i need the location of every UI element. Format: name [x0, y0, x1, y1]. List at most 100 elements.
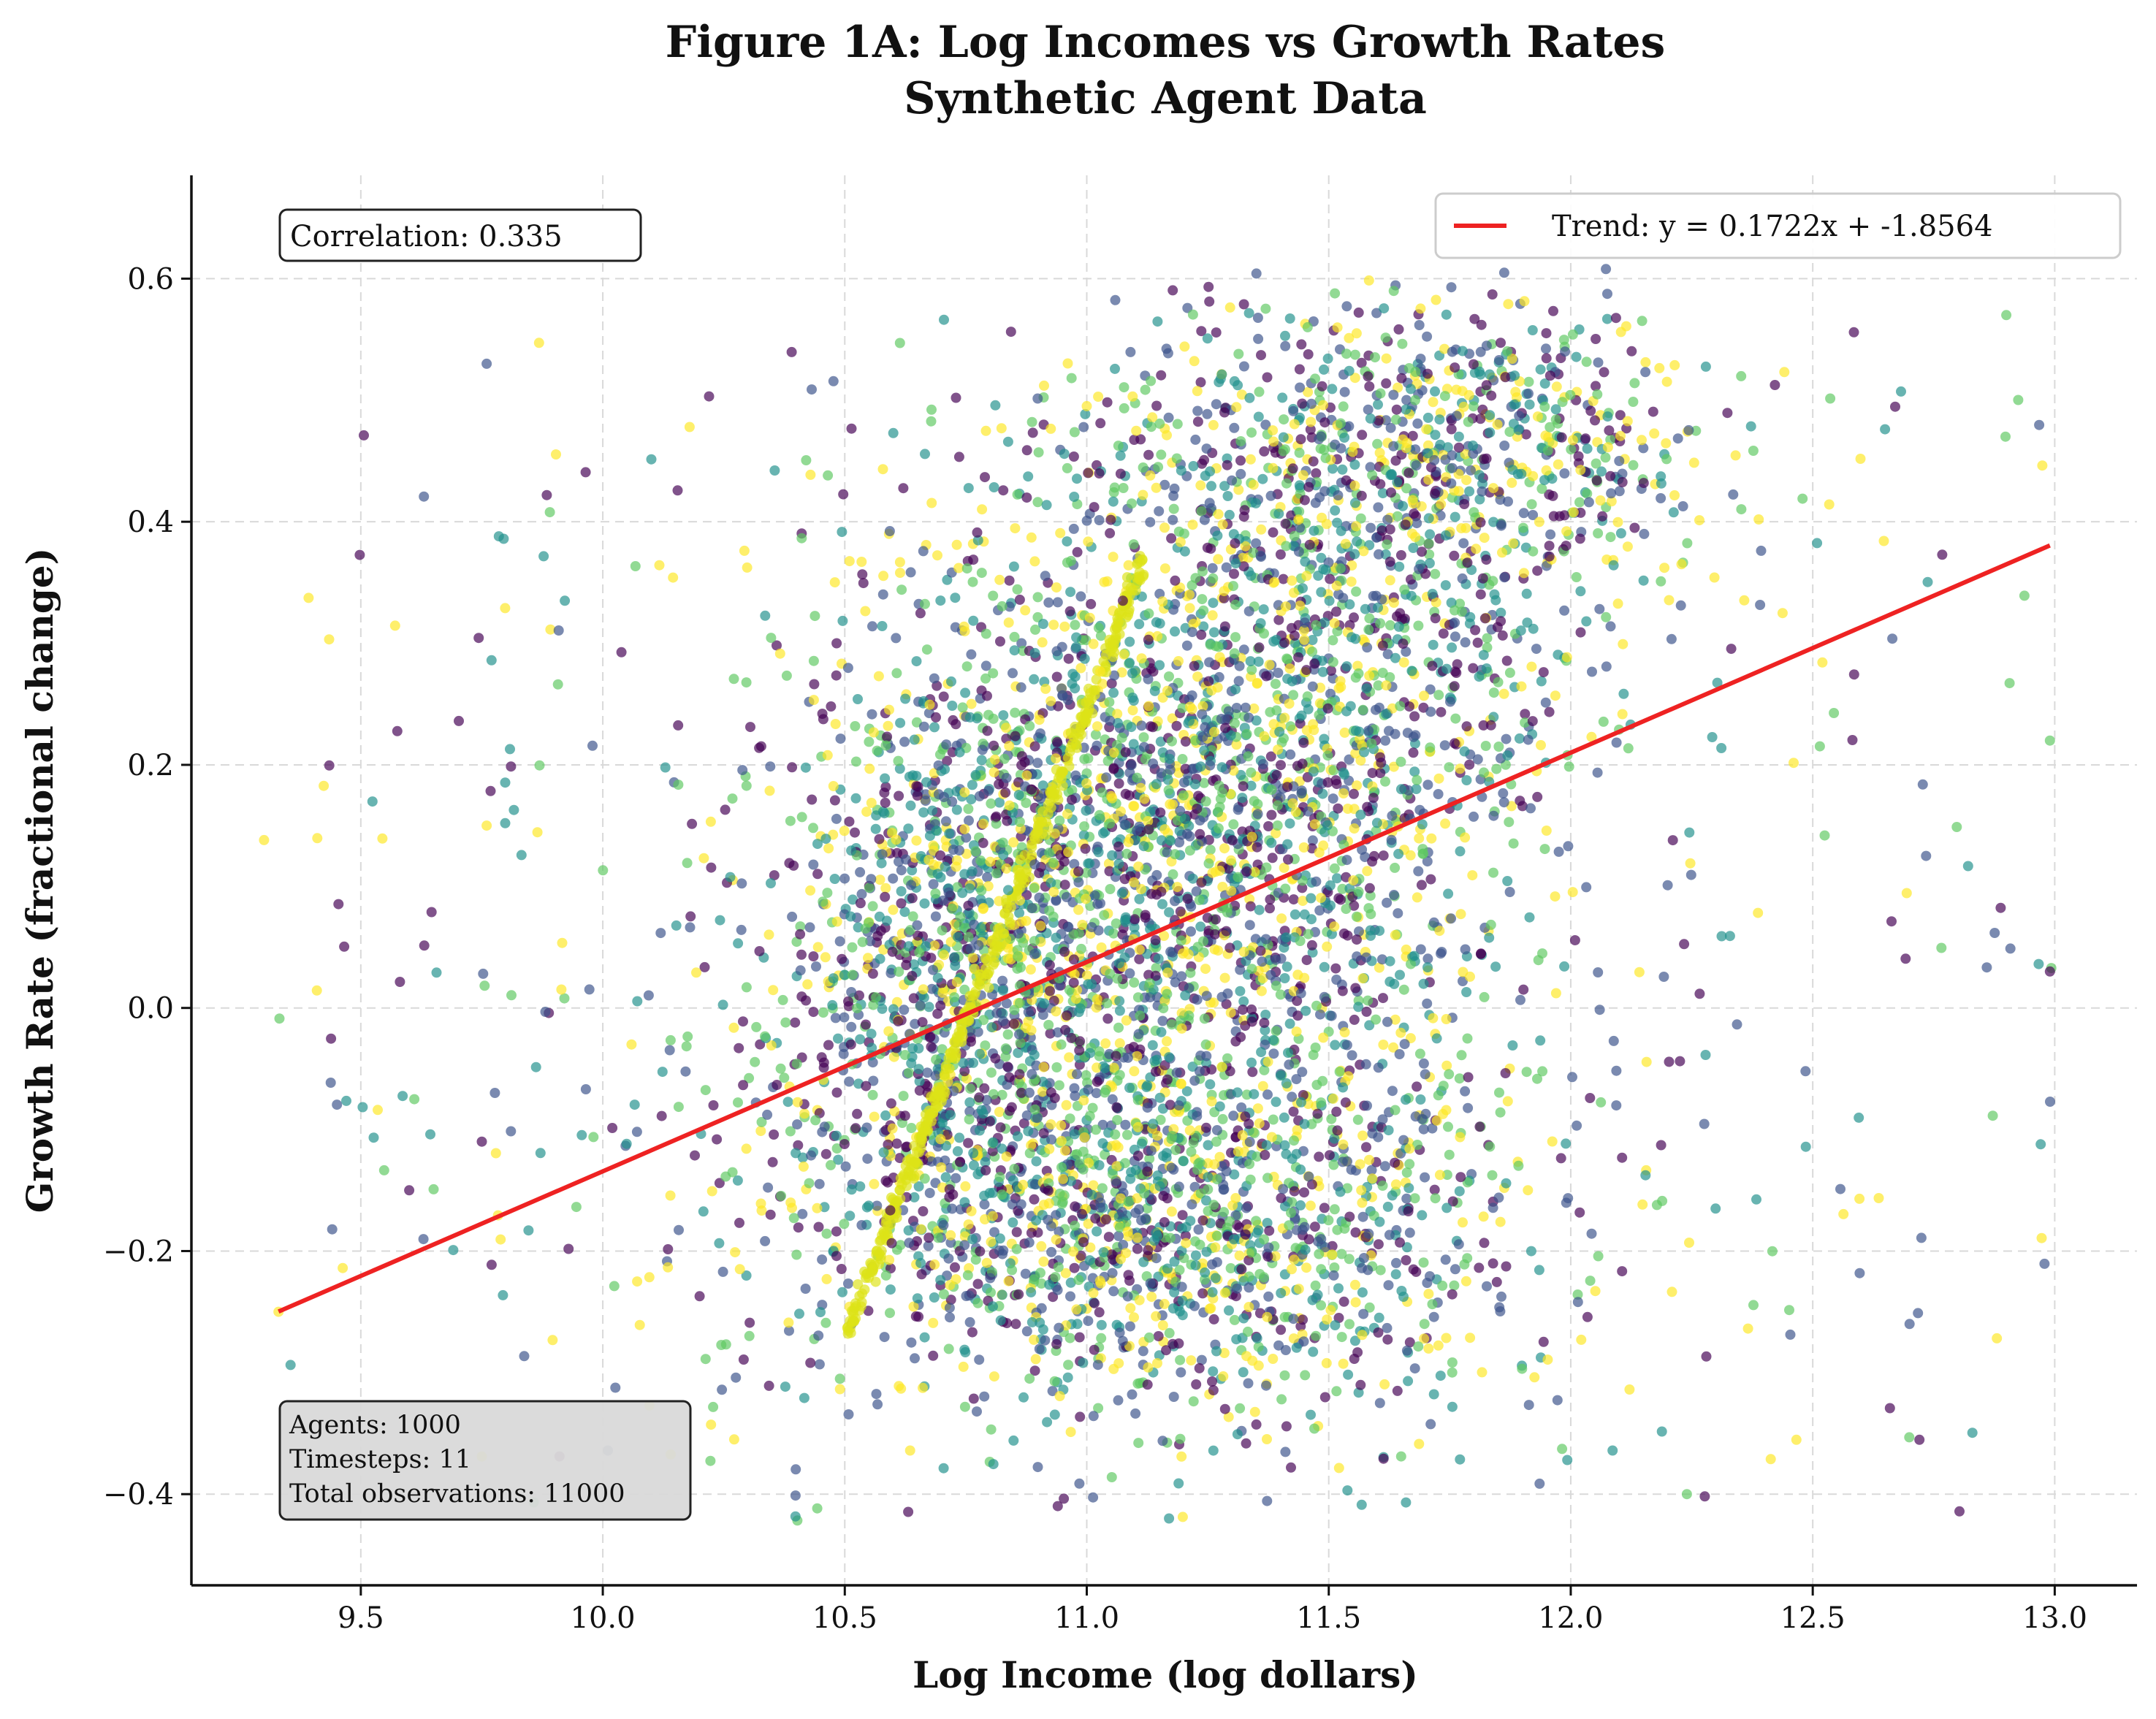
scatter-point	[1268, 527, 1279, 538]
scatter-point	[821, 1228, 832, 1239]
scatter-point	[1367, 470, 1378, 481]
scatter-point	[763, 929, 774, 940]
scatter-point	[831, 1226, 842, 1237]
scatter-point	[976, 568, 987, 579]
scatter-point	[1341, 1040, 1352, 1051]
scatter-point	[1350, 1227, 1361, 1238]
scatter-point	[1126, 722, 1137, 733]
scatter-point	[1249, 1089, 1260, 1099]
scatter-point	[1310, 1280, 1321, 1291]
scatter-point	[1172, 882, 1183, 893]
scatter-point	[1350, 748, 1361, 759]
scatter-point	[1128, 1042, 1139, 1053]
scatter-point	[1191, 886, 1202, 897]
scatter-point	[792, 1097, 803, 1108]
scatter-point	[1189, 356, 1200, 367]
scatter-point	[1414, 564, 1425, 574]
scatter-point	[1096, 1333, 1107, 1343]
scatter-point	[1382, 514, 1393, 525]
scatter-point	[1227, 475, 1238, 486]
scatter-point	[1010, 523, 1021, 534]
scatter-point	[1361, 1142, 1371, 1153]
scatter-point	[1056, 683, 1067, 694]
scatter-point	[1295, 988, 1306, 999]
scatter-point	[1113, 1230, 1124, 1241]
scatter-point	[1440, 818, 1451, 829]
scatter-point	[1184, 715, 1195, 726]
scatter-point	[1237, 793, 1248, 804]
scatter-point	[1319, 733, 1330, 744]
scatter-point	[976, 755, 987, 766]
scatter-point	[1295, 936, 1306, 946]
scatter-point	[1033, 447, 1044, 458]
scatter-point	[1682, 538, 1693, 549]
scatter-point	[899, 736, 910, 747]
scatter-point	[1276, 1324, 1287, 1335]
scatter-point	[1314, 905, 1325, 916]
scatter-point	[1365, 413, 1376, 424]
scatter-point	[1299, 1187, 1309, 1198]
scatter-point	[1072, 1069, 1082, 1080]
scatter-point	[1284, 1059, 1295, 1070]
scatter-points	[259, 264, 2057, 1526]
scatter-point	[1388, 761, 1399, 772]
scatter-point	[1393, 848, 1404, 859]
scatter-point	[1408, 747, 1419, 758]
scatter-point	[1134, 619, 1145, 630]
scatter-point	[1075, 1411, 1086, 1422]
scatter-point	[1316, 587, 1327, 598]
scatter-point	[1238, 996, 1249, 1007]
scatter-point	[1173, 1181, 1184, 1192]
scatter-point	[940, 861, 951, 872]
scatter-point	[1003, 1276, 1014, 1287]
scatter-point	[864, 763, 875, 774]
scatter-point	[1322, 353, 1333, 364]
scatter-point	[959, 787, 970, 798]
scatter-point	[1304, 539, 1315, 550]
scatter-point	[1601, 661, 1612, 672]
scatter-point	[876, 858, 887, 869]
scatter-point	[1314, 847, 1325, 858]
scatter-point	[894, 338, 905, 348]
scatter-point	[1458, 976, 1468, 986]
scatter-point	[917, 1017, 928, 1028]
scatter-point	[1211, 914, 1221, 925]
scatter-point	[1319, 1202, 1330, 1213]
scatter-point	[1199, 745, 1210, 756]
scatter-point	[1355, 513, 1366, 524]
scatter-point	[1427, 660, 1438, 671]
scatter-point	[1078, 830, 1089, 841]
scatter-point	[1349, 788, 1359, 799]
scatter-point	[1077, 920, 1088, 930]
scatter-point	[1139, 793, 1150, 804]
scatter-point	[1357, 430, 1368, 441]
scatter-point	[1319, 1392, 1330, 1403]
scatter-point	[1069, 427, 1080, 438]
scatter-point	[1425, 874, 1436, 885]
scatter-point	[982, 725, 993, 736]
scatter-point	[1287, 575, 1298, 586]
scatter-point	[1322, 941, 1333, 952]
scatter-point	[846, 1021, 857, 1032]
scatter-point	[1406, 590, 1417, 601]
scatter-point	[1406, 666, 1417, 676]
scatter-point	[1534, 517, 1544, 527]
scatter-point	[1127, 705, 1138, 716]
scatter-point	[951, 392, 961, 403]
scatter-point	[1404, 1143, 1415, 1154]
scatter-point	[1547, 1136, 1558, 1147]
scatter-point	[1488, 576, 1498, 587]
scatter-point	[1162, 1074, 1173, 1085]
scatter-point	[1243, 712, 1254, 723]
scatter-point	[1129, 922, 1140, 933]
scatter-point	[1515, 994, 1525, 1005]
scatter-point	[1138, 732, 1149, 743]
scatter-point	[1420, 1069, 1431, 1080]
scatter-point	[1472, 637, 1483, 648]
scatter-point	[926, 416, 937, 427]
scatter-point	[1499, 572, 1510, 583]
scatter-point	[1384, 956, 1395, 967]
scatter-point	[1384, 976, 1395, 987]
scatter-point	[1326, 666, 1336, 676]
scatter-point	[1411, 1266, 1422, 1277]
